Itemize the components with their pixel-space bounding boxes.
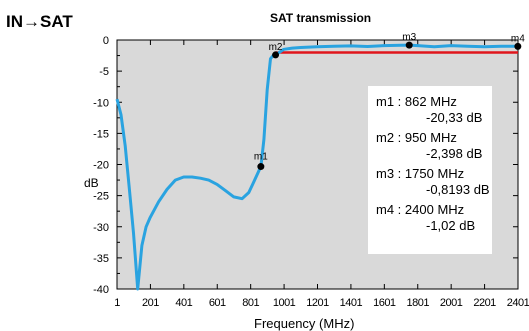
y-tick-label: 0	[103, 35, 109, 47]
marker-frequency: 1750 MHz	[404, 166, 465, 181]
marker-label-m4: m4	[511, 33, 525, 44]
marker-readout-box: m1 : 862 MHz -20,33 dB m2 : 950 MHz -2,3…	[368, 86, 492, 254]
marker-id: m2	[376, 130, 395, 145]
marker-value: -2,398 dB	[426, 146, 483, 161]
y-tick-label: -40	[93, 284, 109, 296]
marker-readout-m2: m2 : 950 MHz -2,398 dB	[376, 130, 492, 162]
x-tick-label: 2401	[507, 297, 529, 309]
x-tick-label: 2001	[440, 297, 463, 309]
y-axis-label: dB	[84, 176, 99, 190]
y-tick-label: -10	[93, 97, 109, 109]
y-tick-label: -20	[93, 160, 109, 172]
marker-point-m2	[272, 51, 280, 59]
x-tick-label: 801	[242, 297, 259, 309]
x-axis-label: Frequency (MHz)	[254, 316, 355, 331]
y-tick-label: -25	[93, 191, 109, 203]
path-label: IN→SAT	[6, 12, 73, 31]
x-tick-label: 401	[175, 297, 192, 309]
marker-point-m1	[257, 163, 265, 171]
x-tick-label: 1801	[407, 297, 430, 309]
marker-id: m1	[376, 94, 395, 109]
x-tick-label: 2201	[473, 297, 496, 309]
marker-readout-m3: m3 : 1750 MHz -0,8193 dB	[376, 166, 492, 198]
marker-value: -0,8193 dB	[426, 182, 490, 197]
marker-id: m3	[376, 166, 395, 181]
x-tick-label: 201	[142, 297, 159, 309]
y-tick-label: -35	[93, 253, 109, 265]
marker-readout-m4: m4 : 2400 MHz -1,02 dB	[376, 202, 492, 234]
marker-readout-m1: m1 : 862 MHz -20,33 dB	[376, 94, 492, 126]
marker-label-m3: m3	[402, 32, 416, 43]
y-tick-label: -15	[93, 128, 109, 140]
x-tick-label: 1401	[340, 297, 363, 309]
x-tick-label: 1601	[373, 297, 396, 309]
marker-frequency: 2400 MHz	[404, 202, 465, 217]
marker-label-m1: m1	[254, 152, 268, 163]
marker-label-m2: m2	[269, 42, 283, 53]
x-tick-label: 1001	[273, 297, 296, 309]
x-tick-label: 1201	[306, 297, 329, 309]
y-tick-label: -5	[99, 66, 109, 78]
x-tick-label: 1	[114, 297, 120, 309]
marker-value: -20,33 dB	[426, 110, 483, 125]
marker-point-m3	[405, 41, 413, 49]
y-tick-label: -30	[93, 222, 109, 234]
marker-id: m4	[376, 202, 395, 217]
x-tick-label: 601	[209, 297, 226, 309]
marker-value: -1,02 dB	[426, 218, 476, 233]
chart-title: SAT transmission	[270, 11, 372, 25]
marker-point-m4	[514, 42, 522, 50]
marker-frequency: 862 MHz	[404, 94, 457, 109]
marker-frequency: 950 MHz	[404, 130, 457, 145]
